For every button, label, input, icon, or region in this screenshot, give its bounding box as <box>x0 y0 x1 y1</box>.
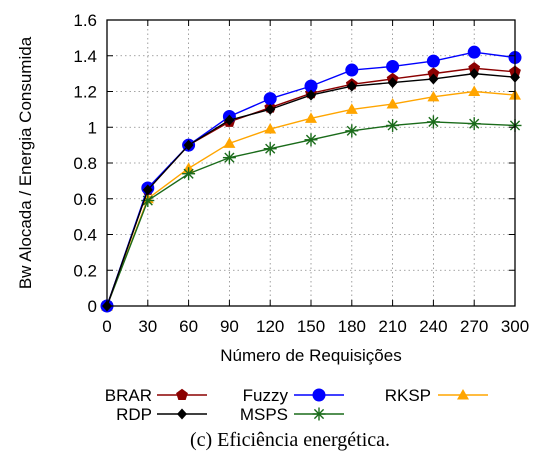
data-point-rksp: RKSP: 150, 1.05 <box>305 112 317 123</box>
legend-item-fuzzy: Fuzzy <box>243 386 344 405</box>
star-stroke <box>224 152 235 163</box>
star-stroke <box>469 118 480 129</box>
x-tick-label: 210 <box>378 317 406 336</box>
data-point-rdp: RDP: 120, 1.1 <box>265 103 276 115</box>
data-point-msps: MSPS: 210, 1.01 <box>386 118 400 132</box>
data-point-fuzzy: Fuzzy: 270, 1.42 <box>467 45 481 59</box>
data-point-rksp: RKSP: 180, 1.1 <box>345 103 358 114</box>
data-point-rdp: RDP: 240, 1.27 <box>428 73 439 85</box>
legend-marker-msps <box>312 407 326 421</box>
data-point-rdp: RDP: 180, 1.23 <box>346 80 357 92</box>
ticks: 0 30 60 90 120 150 180 210 240 270 300 0 0.2 0.4 0.6 0.… <box>73 11 529 336</box>
series-layer: RKSP: 0, 0RKSP: 30, 0.6RKSP: 60, 0.77RKS… <box>100 45 522 313</box>
star-stroke <box>265 143 276 154</box>
star-stroke <box>346 125 357 136</box>
x-tick-label: 0 <box>102 317 111 336</box>
x-tick-label: 120 <box>256 317 284 336</box>
star-stroke <box>142 195 153 206</box>
legend-marker-brar <box>176 388 188 401</box>
y-tick-label: 1.6 <box>73 11 97 30</box>
legend-label-rksp: RKSP <box>385 386 431 405</box>
y-axis-label: Bw Alocada / Energia Consumida <box>16 36 35 289</box>
data-point-msps: MSPS: 60, 0.74 <box>182 167 196 181</box>
series-line-rdp <box>106 72 516 307</box>
grid <box>107 20 515 306</box>
legend-label-rdp: RDP <box>116 405 152 424</box>
data-point-rdp: RDP: 60, 0.9 <box>183 139 194 151</box>
legend: BRAR Fuzzy RKSP RDP MSPS <box>105 386 488 424</box>
y-tick-label: 0.8 <box>73 154 97 173</box>
figure-caption: (c) Eficiência energética. <box>190 429 390 451</box>
series-rdp: RDP: 0, 0RDP: 30, 0.65RDP: 60, 0.9RDP: 9… <box>102 68 520 312</box>
data-point-fuzzy: Fuzzy: 210, 1.34 <box>386 59 400 73</box>
x-axis-label: Número de Requisições <box>220 346 401 365</box>
data-point-fuzzy: Fuzzy: 240, 1.37 <box>426 54 440 68</box>
x-tick-label: 180 <box>338 317 366 336</box>
data-point-rksp: RKSP: 120, 0.99 <box>264 123 277 134</box>
x-tick-label: 60 <box>179 317 198 336</box>
data-point-rdp: RDP: 90, 1.04 <box>224 114 235 126</box>
y-tick-label: 0.2 <box>73 261 97 280</box>
data-point-fuzzy: Fuzzy: 180, 1.32 <box>345 63 359 77</box>
series-rksp: RKSP: 0, 0RKSP: 30, 0.6RKSP: 60, 0.77RKS… <box>101 85 521 311</box>
x-tick-label: 300 <box>501 317 529 336</box>
x-tick-label: 150 <box>297 317 325 336</box>
y-tick-label: 1.4 <box>73 47 97 66</box>
data-point-msps: MSPS: 120, 0.88 <box>263 142 277 156</box>
data-point-rksp: RKSP: 270, 1.2 <box>468 85 481 96</box>
x-tick-label: 30 <box>138 317 157 336</box>
star-stroke <box>428 116 439 127</box>
data-point-brar: BRAR: 240, 1.3 <box>427 67 440 79</box>
data-point-rdp: RDP: 270, 1.3 <box>469 68 480 80</box>
legend-label-fuzzy: Fuzzy <box>243 386 289 405</box>
star-stroke <box>305 134 317 145</box>
data-point-msps: MSPS: 150, 0.93 <box>304 133 318 147</box>
legend-item-brar: BRAR <box>105 386 207 405</box>
data-point-msps: MSPS: 180, 0.98 <box>345 124 359 138</box>
data-point-rksp: RKSP: 240, 1.17 <box>427 90 440 102</box>
y-tick-label: 1 <box>88 118 97 137</box>
data-point-rdp: RDP: 30, 0.65 <box>142 184 153 196</box>
legend-item-rdp: RDP <box>116 405 207 424</box>
star-stroke <box>387 120 398 131</box>
legend-item-rksp: RKSP <box>385 386 488 405</box>
data-point-rksp: RKSP: 90, 0.91 <box>223 137 236 148</box>
y-tick-label: 0.4 <box>73 226 97 245</box>
y-tick-label: 0.6 <box>73 190 97 209</box>
legend-marker-rdp <box>177 408 187 420</box>
x-tick-label: 270 <box>460 317 488 336</box>
x-tick-label: 240 <box>419 317 447 336</box>
legend-marker-rksp <box>457 389 469 400</box>
x-tick-label: 90 <box>220 317 239 336</box>
legend-item-msps: MSPS <box>240 405 344 424</box>
data-point-msps: MSPS: 270, 1.02 <box>467 117 481 131</box>
star-stroke <box>313 408 325 420</box>
data-point-fuzzy: Fuzzy: 120, 1.16 <box>263 92 277 106</box>
star-stroke <box>183 168 194 179</box>
data-point-msps: MSPS: 90, 0.83 <box>222 151 236 165</box>
data-point-rksp: RKSP: 210, 1.13 <box>386 98 399 109</box>
legend-label-brar: BRAR <box>105 386 152 405</box>
data-point-rdp: RDP: 210, 1.25 <box>387 77 398 89</box>
legend-label-msps: MSPS <box>240 405 288 424</box>
legend-marker-fuzzy <box>312 388 326 402</box>
y-tick-label: 0 <box>88 297 97 316</box>
data-point-rdp: RDP: 150, 1.18 <box>306 89 316 101</box>
y-tick-label: 1.2 <box>73 83 97 102</box>
data-point-brar: BRAR: 270, 1.33 <box>468 62 481 74</box>
data-point-msps: MSPS: 240, 1.03 <box>426 115 440 129</box>
